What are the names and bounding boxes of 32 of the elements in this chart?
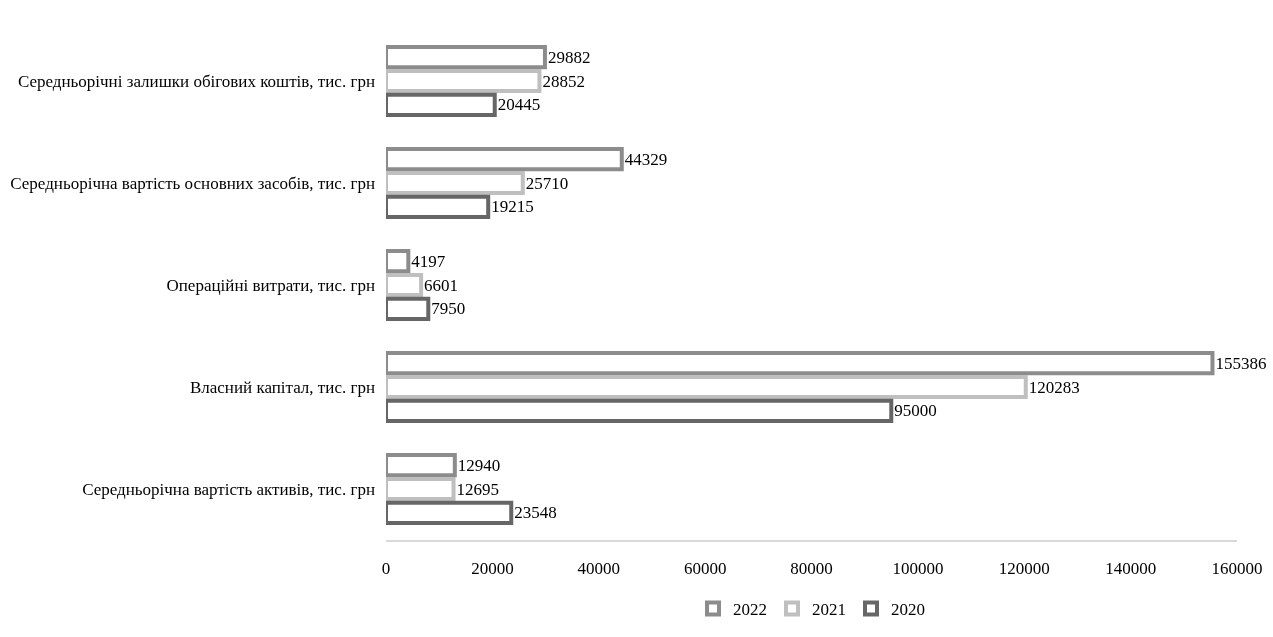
data-label: 155386: [1215, 353, 1267, 373]
data-label: 28852: [542, 71, 585, 91]
data-label: 6601: [424, 275, 459, 295]
data-label: 95000: [894, 401, 937, 421]
x-tick-label: 40000: [577, 559, 620, 579]
x-tick-label: 20000: [471, 559, 514, 579]
legend-label: 2021: [812, 600, 846, 620]
y-tick-label: Операційні витрати, тис. грн: [166, 275, 375, 295]
data-label: 12695: [456, 479, 500, 499]
x-tick-label: 60000: [683, 559, 727, 579]
data-label: 19215: [491, 197, 534, 217]
legend-label: 2020: [891, 600, 925, 620]
x-tick-label: 100000: [892, 559, 944, 579]
x-tick-label: 80000: [790, 559, 833, 579]
y-tick-label: Середньорічні залишки обігових коштів, тис. грн: [17, 71, 375, 91]
data-label: 20445: [497, 95, 541, 115]
data-label: 23548: [514, 503, 557, 523]
x-tick-label: 160000: [1211, 559, 1263, 579]
data-label: 7950: [431, 299, 466, 319]
y-tick-label: Власний капітал, тис. грн: [189, 377, 375, 397]
data-label: 25710: [525, 173, 569, 193]
data-label: 12940: [457, 455, 501, 475]
x-tick-label: 0: [381, 559, 391, 579]
x-tick-label: 120000: [998, 559, 1050, 579]
y-tick-label: Середньорічна вартість основних засобів, тис. грн: [10, 173, 375, 193]
y-tick-label: Середньорічна вартість активів, тис. грн: [82, 479, 375, 499]
legend-label: 2022: [733, 600, 767, 620]
data-label: 29882: [547, 47, 591, 67]
data-label: 44329: [624, 149, 668, 169]
data-label: 4197: [411, 251, 446, 271]
data-label: 120283: [1028, 377, 1080, 397]
x-tick-label: 140000: [1105, 559, 1157, 579]
